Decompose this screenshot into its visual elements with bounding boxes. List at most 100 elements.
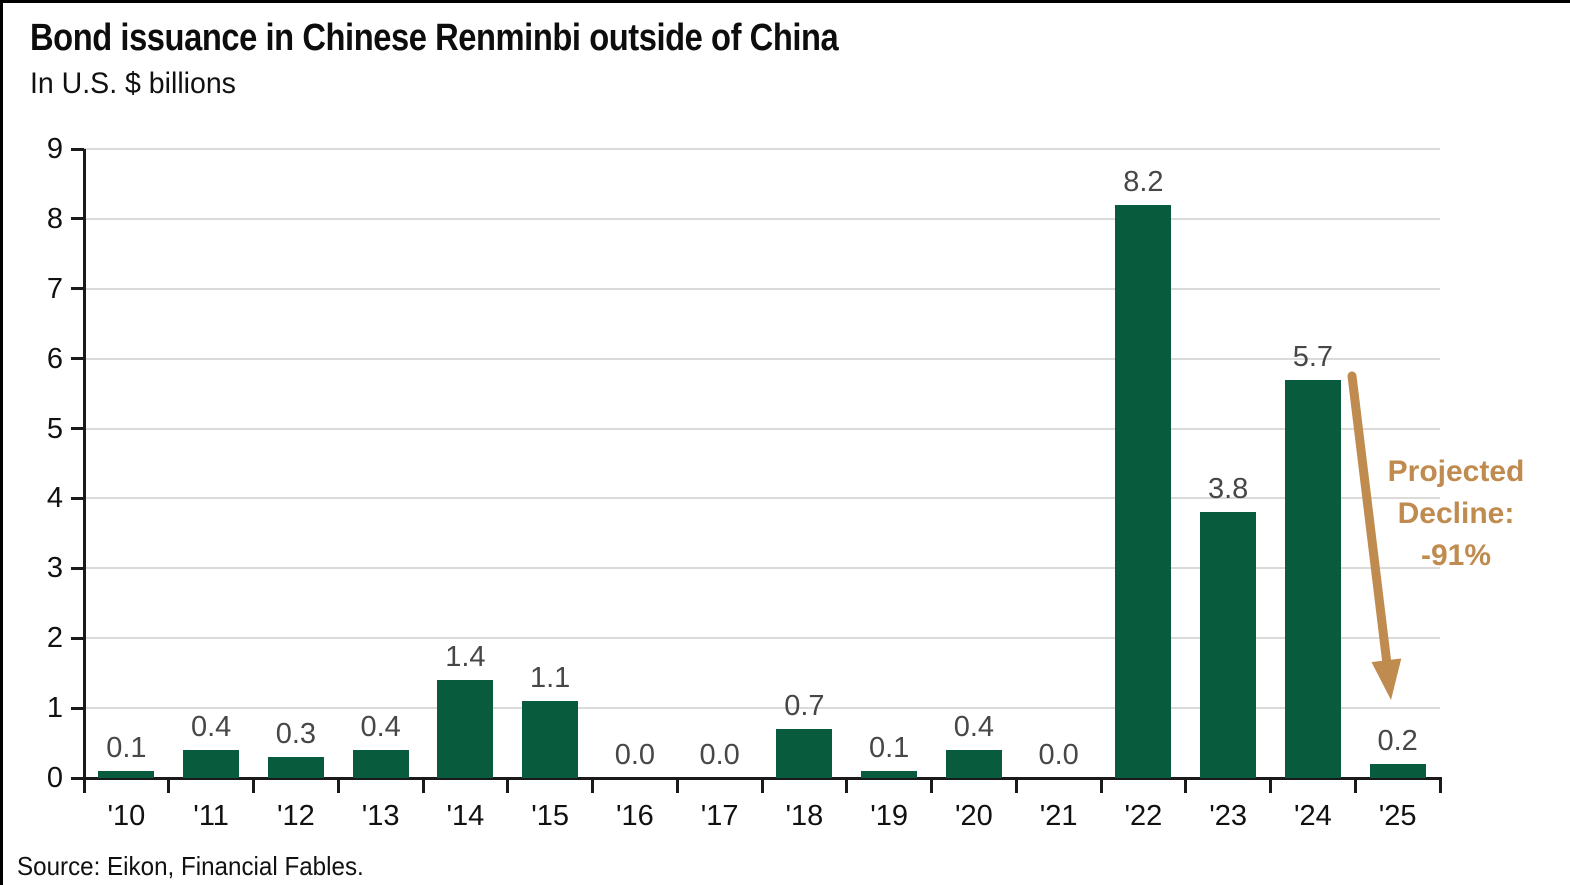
y-axis-tick [71,636,84,640]
x-axis-tick [167,778,171,793]
bar-value-label: 0.7 [784,690,825,723]
x-axis-tick [1438,778,1442,793]
x-axis-tick [506,778,510,793]
x-axis-label: '23 [1209,800,1248,832]
bar [776,729,833,778]
projected-decline-annotation: Projected Decline: -91% [1375,451,1537,577]
y-axis-label: 1 [46,692,63,725]
bar-value-label: 0.0 [699,739,740,771]
bar-value-label: 5.7 [1292,340,1334,373]
bar-value-label: 0.1 [106,732,147,764]
annotation-line-1: Projected [1387,455,1525,488]
source-note: Source: Eikon, Financial Fables. [17,851,364,881]
y-axis-label: 6 [46,342,63,375]
y-axis-label: 0 [46,762,63,794]
y-axis-label: 8 [46,202,63,235]
y-axis-tick [71,287,84,291]
y-axis-label: 7 [46,272,63,305]
y-axis-tick [71,217,84,221]
bar-value-label: 3.8 [1207,473,1249,506]
bar-value-label: 1.1 [529,662,571,695]
x-axis-label: '21 [1039,800,1078,832]
x-axis-tick [675,778,679,793]
x-axis-label: '18 [785,800,824,832]
bar [267,757,324,778]
bar [98,771,155,778]
x-axis-label: '14 [446,800,485,832]
gridline [84,427,1440,430]
bar [522,701,579,778]
bar-value-label: 0.4 [953,711,995,744]
y-axis-tick [71,357,84,361]
gridline [84,357,1440,360]
y-axis-label: 5 [46,412,63,445]
bar [1284,379,1341,778]
y-axis-label: 9 [46,133,63,165]
bar-value-label: 8.2 [1123,165,1164,198]
y-axis-tick [71,566,84,570]
annotation-line-2: Decline: [1397,497,1515,530]
gridline [84,148,1440,150]
bar [1200,512,1257,778]
x-axis-label: '10 [107,800,146,832]
x-axis-tick [421,778,425,793]
x-axis-label: '13 [361,800,400,832]
gridline [84,707,1440,710]
bar [437,680,494,778]
bar [1115,204,1172,778]
gridline [84,287,1440,290]
x-axis-label: '17 [700,800,739,832]
x-axis-label: '20 [954,800,993,832]
x-axis-tick [591,778,594,793]
x-axis-label: '12 [276,800,315,832]
gridline [84,637,1440,640]
x-axis-tick [1099,778,1103,793]
gridline [84,567,1440,570]
x-axis-label: '19 [870,800,909,832]
x-axis-label: '25 [1378,800,1417,832]
x-axis-tick [1269,778,1272,793]
x-axis-tick [1353,778,1357,793]
y-axis-tick [71,496,84,500]
bar-value-label: 0.0 [614,739,656,771]
chart-title: Bond issuance in Chinese Renminbi outsid… [30,17,839,59]
x-axis-tick [760,778,764,793]
y-axis-label: 3 [46,552,63,585]
y-axis-tick [71,776,84,780]
y-axis-tick [71,706,84,710]
annotation-line-3: -91% [1420,539,1492,572]
y-axis-tick [71,147,84,151]
y-axis-line [82,149,86,793]
bar-value-label: 1.4 [445,641,486,674]
x-axis-label: '24 [1293,800,1332,832]
bar [1369,764,1426,778]
x-axis-tick [1014,778,1018,793]
x-axis-tick [845,778,849,793]
bar [861,771,918,778]
x-axis-label: '11 [193,800,229,832]
bar [352,750,409,778]
bar-value-label: 0.3 [275,718,317,751]
y-axis-tick [71,427,84,431]
x-axis-tick [252,778,255,793]
x-axis-label: '16 [615,800,654,832]
y-axis-label: 4 [46,482,63,515]
x-axis-tick [82,778,86,793]
gridline [84,217,1440,220]
x-axis-tick [336,778,340,793]
bar-value-label: 0.4 [360,711,401,744]
x-axis-label: '15 [531,800,570,832]
bar-value-label: 0.4 [190,711,232,744]
gridline [84,497,1440,500]
bar-value-label: 0.0 [1038,739,1079,771]
bar-value-label: 0.2 [1377,725,1418,758]
x-axis-tick [930,778,933,793]
y-axis-label: 2 [46,622,63,655]
bar [183,750,240,778]
chart-subtitle: In U.S. $ billions [30,67,236,100]
bar-value-label: 0.1 [868,732,910,764]
x-axis-label: '22 [1124,800,1163,832]
x-axis-tick [1184,778,1188,793]
bar [945,750,1002,778]
